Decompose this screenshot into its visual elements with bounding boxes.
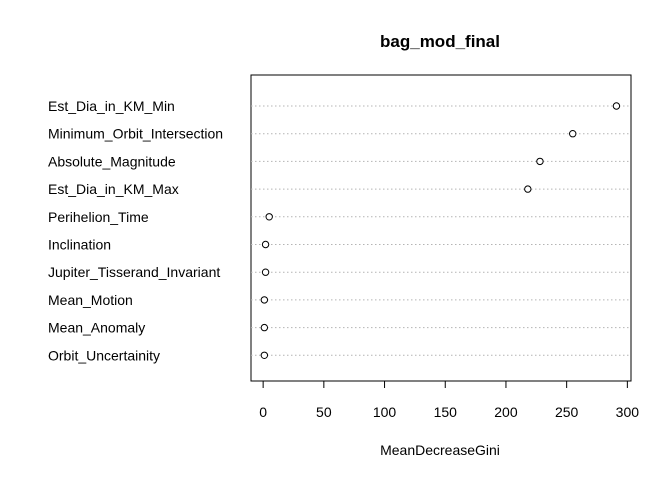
category-label: Mean_Anomaly: [48, 320, 145, 336]
category-labels: Est_Dia_in_KM_Min Minimum_Orbit_Intersect…: [48, 98, 223, 363]
x-tick-label: 100: [373, 404, 397, 420]
x-tick-label: 250: [555, 404, 579, 420]
category-label: Est_Dia_in_KM_Max: [48, 181, 179, 197]
data-point: [260, 351, 269, 359]
x-axis: 0 50 100 150 200 250 300: [259, 380, 640, 420]
category-label: Orbit_Uncertainity: [48, 347, 160, 363]
data-point: [524, 185, 532, 193]
data-point: [260, 323, 269, 332]
data-point: [261, 240, 270, 249]
category-label: Est_Dia_in_KM_Min: [48, 98, 175, 114]
data-point: [261, 268, 270, 276]
x-tick-label: 50: [316, 404, 332, 420]
category-label: Absolute_Magnitude: [48, 153, 176, 169]
data-point: [260, 296, 269, 304]
data-point: [612, 102, 621, 110]
x-tick-label: 150: [434, 404, 458, 420]
data-points: [260, 102, 621, 359]
x-tick-label: 300: [616, 404, 640, 420]
x-tick-label: 200: [494, 404, 518, 420]
data-point: [569, 130, 577, 138]
chart-title: bag_mod_final: [380, 32, 500, 51]
category-label: Mean_Motion: [48, 292, 133, 308]
category-label: Perihelion_Time: [48, 209, 149, 225]
x-axis-label: MeanDecreaseGini: [380, 442, 500, 458]
category-label: Minimum_Orbit_Intersection: [48, 126, 223, 142]
x-tick-label: 0: [259, 404, 267, 420]
data-point: [536, 157, 544, 166]
category-label: Jupiter_Tisserand_Invariant: [48, 264, 220, 280]
grid-lines: [251, 105, 631, 356]
plot-area-frame: [250, 74, 632, 382]
data-point: [265, 213, 273, 221]
category-label: Inclination: [48, 237, 111, 253]
